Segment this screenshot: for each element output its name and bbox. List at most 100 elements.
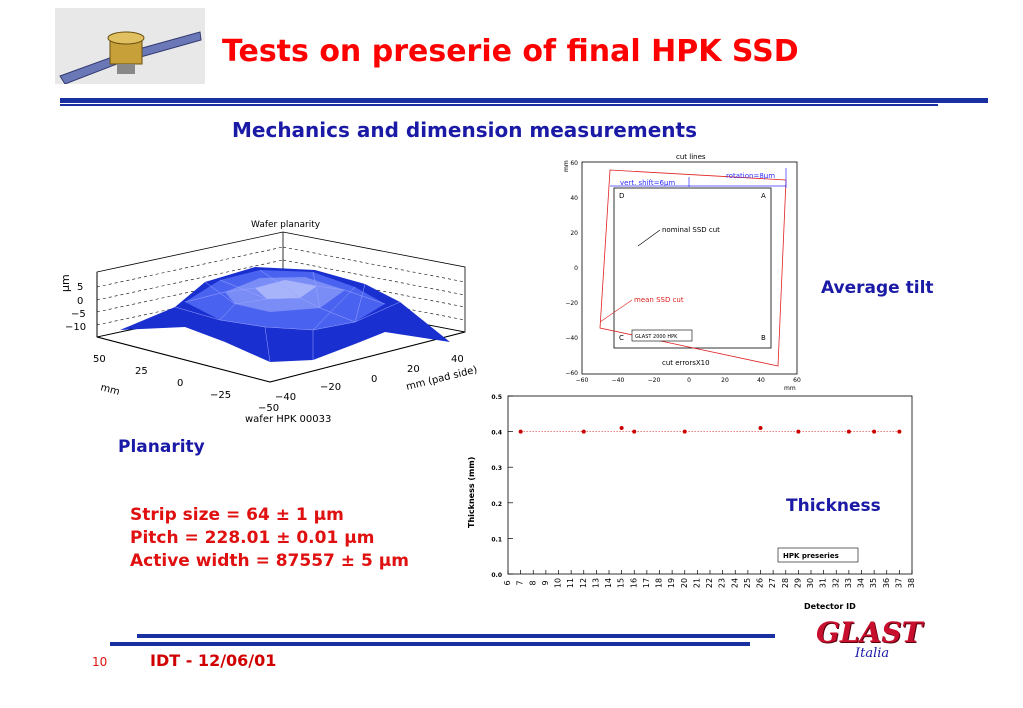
active-width-spec: Active width = 87557 ± 5 μm: [130, 551, 409, 571]
x-tick-label: 11: [566, 578, 575, 588]
svg-text:−60: −60: [576, 377, 589, 384]
x-tick-label: 35: [869, 578, 878, 588]
x-tick-label: 18: [655, 578, 664, 588]
footer-rule-lower: [110, 642, 750, 646]
y-tick-label: 0.4: [491, 430, 502, 437]
x-tick-label: 29: [793, 578, 802, 588]
svg-text:0: 0: [687, 377, 691, 384]
page-number: 10: [92, 655, 108, 669]
svg-text:−60: −60: [565, 370, 578, 377]
footer-date: IDT - 12/06/01: [150, 651, 277, 670]
surface-peak: [255, 280, 317, 299]
x-tick-label: 15: [617, 578, 626, 588]
cut-x-ticks: −60 −40 −20 0 20 40 60: [576, 377, 801, 384]
thickness-chart: 0.0 0.1 0.2 0.3 0.4 0.5 6 7 8 9 10 11 12 13 14 15 16 17 18…: [467, 394, 916, 611]
cut-x-label: mm: [784, 385, 796, 392]
glast-logo-italia: Italia: [855, 646, 890, 661]
x-tick-label: 38: [907, 578, 916, 588]
data-point: [758, 426, 763, 431]
y-tick-label: 0.3: [491, 465, 502, 472]
x-tick: −25: [210, 390, 231, 401]
x-tick-label: 34: [857, 578, 866, 588]
corner-d: D: [619, 192, 624, 200]
data-point: [682, 429, 687, 434]
planarity-label: Planarity: [118, 437, 205, 457]
plot-box-label: GLAST 2000 HPK: [635, 334, 678, 340]
mean-cut-polygon: [599, 169, 787, 367]
x-tick-label: 22: [705, 578, 714, 588]
legend-box: [777, 547, 859, 563]
data-point: [581, 429, 586, 434]
data-point: [518, 429, 523, 434]
corner-c: C: [619, 334, 624, 342]
x-tick-label: 25: [743, 578, 752, 588]
cut-plot-frame: [581, 161, 798, 375]
corner-b: B: [761, 334, 766, 342]
x-tick-label: 33: [844, 578, 853, 588]
floor-front-edge-right: [269, 331, 466, 383]
z-tick: −10: [65, 322, 86, 333]
surface-mesh: [174, 269, 401, 363]
title-rule: [60, 98, 988, 103]
x-tick: 0: [177, 378, 183, 389]
x-tick-label: 14: [604, 578, 613, 588]
shift-label: vert. shift=6μm: [620, 179, 675, 187]
svg-text:−40: −40: [612, 377, 625, 384]
x-tick-label: 23: [718, 578, 727, 588]
z-tick: −5: [71, 309, 86, 320]
mean-pointer: [599, 299, 633, 323]
satellite-logo: [55, 8, 205, 84]
svg-text:−20: −20: [648, 377, 661, 384]
plot-label-box: [631, 329, 693, 342]
x-tick: 25: [135, 366, 148, 377]
data-point: [897, 429, 902, 434]
svg-text:40: 40: [757, 377, 765, 384]
y-tick: −20: [320, 382, 341, 393]
thickness-y-label: Thickness (mm): [467, 457, 476, 528]
nominal-pointer: [637, 229, 661, 247]
x-tick: −50: [258, 403, 279, 414]
footer-rule: [137, 634, 775, 638]
z-axis-label: μm: [59, 274, 72, 292]
x-tick-label: 28: [781, 578, 790, 588]
mean-label: mean SSD cut: [634, 296, 684, 304]
x-tick-label: 10: [554, 578, 563, 588]
x-tick-label: 9: [541, 580, 550, 585]
planarity-caption: wafer HPK 00033: [245, 414, 331, 425]
planarity-plot-title: Wafer planarity: [251, 220, 321, 230]
y-tick: −40: [275, 392, 296, 403]
y-tick-label: 0.1: [491, 536, 502, 543]
cut-lines-plot: cut lines mm 60 40 20 0 −20 −40 −60 −60 …: [563, 153, 801, 392]
cut-y-label: mm: [563, 160, 570, 172]
section-subtitle: Mechanics and dimension measurements: [232, 118, 697, 142]
y-tick: 0: [371, 374, 377, 385]
nominal-label: nominal SSD cut: [662, 226, 720, 234]
errors-label: cut errorsX10: [662, 359, 710, 367]
x-axis-label: mm: [99, 382, 121, 398]
legend-label: HPK preseries: [783, 552, 839, 560]
average-tilt-label: Average tilt: [821, 278, 934, 298]
x-tick-label: 31: [819, 578, 828, 588]
z-tick: 0: [77, 296, 83, 307]
data-point: [846, 429, 851, 434]
x-tick: 50: [93, 354, 106, 365]
x-tick-label: 12: [579, 578, 588, 588]
x-tick-label: 32: [831, 578, 840, 588]
svg-text:20: 20: [721, 377, 729, 384]
x-tick-label: 36: [882, 578, 891, 588]
svg-text:20: 20: [570, 230, 578, 237]
data-point: [632, 429, 637, 434]
corner-a: A: [761, 192, 766, 200]
y-tick-label: 0.5: [491, 394, 502, 401]
page-title: Tests on preserie of final HPK SSD: [222, 34, 799, 69]
satellite-top: [107, 31, 145, 45]
glast-logo: GLAST: [816, 616, 923, 649]
title-rule-thin: [60, 104, 938, 106]
svg-text:−40: −40: [565, 335, 578, 342]
x-tick-label: 26: [756, 578, 765, 588]
svg-text:60: 60: [793, 377, 801, 384]
wafer-planarity-plot: Wafer planarity μm 5 0 −5 −10 50 25 0 −2…: [59, 220, 479, 425]
cut-plot-title: cut lines: [676, 153, 706, 161]
svg-text:0: 0: [574, 265, 578, 272]
z-tick: 5: [77, 282, 83, 293]
